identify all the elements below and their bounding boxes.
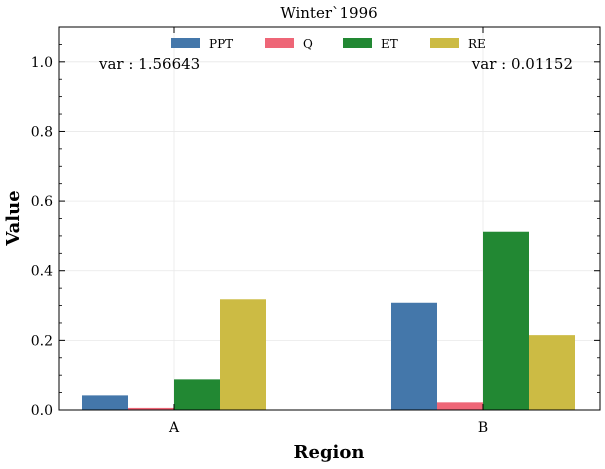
y-tick-label: 0.0 xyxy=(31,403,53,419)
bar-q-a xyxy=(128,407,174,410)
y-tick-label: 0.4 xyxy=(31,264,53,280)
annotation-var-a: var : 1.56643 xyxy=(98,55,200,73)
chart-title: Winter`1996 xyxy=(280,4,377,22)
legend: PPT Q ET RE xyxy=(171,37,486,51)
y-tick-label: 1.0 xyxy=(31,55,53,71)
legend-swatch-ppt xyxy=(171,38,200,48)
x-tick-label: A xyxy=(168,420,180,436)
bar-q-b xyxy=(437,402,483,410)
y-axis-title: Value xyxy=(3,190,24,246)
legend-swatch-q xyxy=(265,38,294,48)
bar-et-b xyxy=(483,231,529,410)
legend-label-re: RE xyxy=(468,37,486,51)
y-tick-label: 0.8 xyxy=(31,124,53,140)
legend-label-ppt: PPT xyxy=(209,37,233,51)
bars-layer xyxy=(82,231,575,410)
grid-layer xyxy=(59,27,600,411)
legend-label-q: Q xyxy=(303,37,313,51)
bar-re-a xyxy=(220,299,266,410)
legend-label-et: ET xyxy=(381,37,398,51)
y-tick-label: 0.6 xyxy=(31,194,53,210)
legend-swatch-re xyxy=(430,38,459,48)
bar-et-a xyxy=(174,379,220,410)
bar-re-b xyxy=(529,335,575,410)
bar-ppt-a xyxy=(82,395,128,410)
y-tick-label: 0.2 xyxy=(31,333,53,349)
x-axis-title: Region xyxy=(294,442,365,463)
legend-swatch-et xyxy=(343,38,372,48)
ticks-layer: 0.0 0.2 0.4 0.6 0.8 1.0 A B xyxy=(31,27,600,436)
annotation-var-b: var : 0.01152 xyxy=(471,55,573,73)
x-tick-label: B xyxy=(478,420,488,436)
bar-ppt-b xyxy=(391,302,437,410)
